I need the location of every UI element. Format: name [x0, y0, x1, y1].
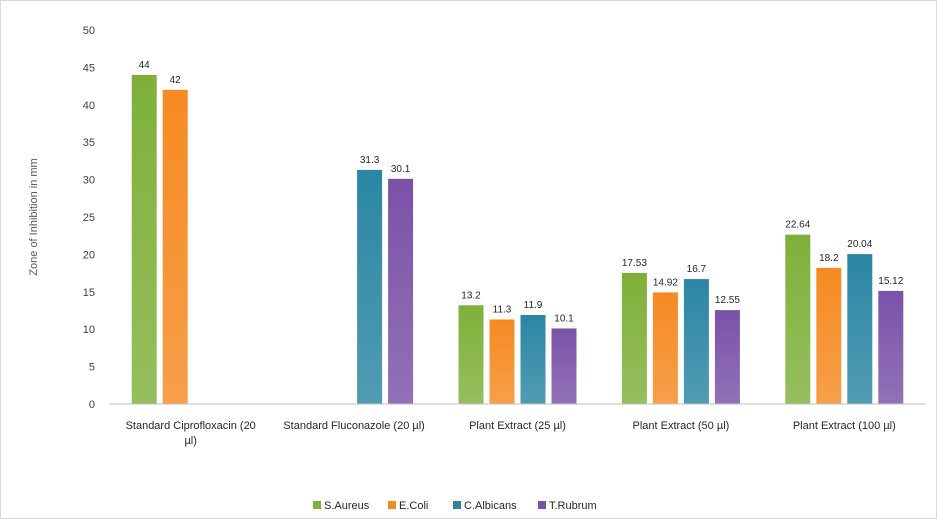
data-label: 20.04	[847, 239, 872, 250]
bar-s-aureus	[785, 234, 811, 404]
data-label: 11.3	[493, 304, 512, 315]
data-label: 12.55	[715, 295, 740, 306]
data-label: 31.3	[360, 155, 380, 166]
bar-e-coli	[489, 319, 515, 404]
bar-e-coli	[816, 267, 842, 404]
legend-swatch	[538, 501, 546, 509]
data-label: 44	[139, 60, 151, 71]
data-label: 17.53	[622, 258, 647, 269]
legend-swatch	[388, 501, 396, 509]
bar-s-aureus	[458, 305, 484, 404]
y-tick-label: 45	[83, 62, 95, 74]
data-label: 22.64	[785, 220, 810, 231]
data-label: 15.12	[878, 276, 903, 287]
data-label: 16.7	[687, 264, 707, 275]
category-label: µl)	[184, 435, 196, 447]
y-tick-label: 35	[83, 137, 95, 149]
category-label: Standard Fluconazole (20 µl)	[283, 420, 424, 432]
bar-t-rubrum	[878, 290, 904, 404]
data-label: 10.1	[554, 313, 574, 324]
legend-swatch	[313, 501, 321, 509]
bar-s-aureus	[131, 74, 157, 404]
y-tick-label: 15	[83, 287, 95, 299]
data-label: 30.1	[391, 164, 411, 175]
y-tick-label: 0	[89, 399, 95, 411]
legend-label: S.Aureus	[324, 500, 370, 512]
category-label: Plant Extract (100 µl)	[793, 420, 896, 432]
data-label: 14.92	[653, 277, 678, 288]
bar-e-coli	[162, 89, 188, 404]
y-tick-label: 10	[83, 324, 95, 336]
y-tick-label: 50	[83, 25, 95, 37]
bar-e-coli	[652, 292, 678, 404]
y-tick-label: 25	[83, 212, 95, 224]
bar-c-albicans	[683, 279, 709, 404]
data-label: 18.2	[819, 253, 839, 264]
bar-t-rubrum	[551, 328, 577, 404]
bar-t-rubrum	[714, 310, 740, 404]
bar-t-rubrum	[388, 178, 414, 404]
category-label: Plant Extract (50 µl)	[632, 420, 729, 432]
y-tick-label: 30	[83, 175, 95, 187]
legend-label: T.Rubrum	[549, 500, 597, 512]
bar-c-albicans	[520, 314, 546, 404]
data-label: 11.9	[524, 300, 543, 311]
category-label: Plant Extract (25 µl)	[469, 420, 566, 432]
data-label: 42	[170, 75, 182, 86]
legend-label: C.Albicans	[464, 500, 517, 512]
bar-s-aureus	[621, 272, 647, 404]
bar-c-albicans	[847, 254, 873, 404]
bar-c-albicans	[357, 169, 383, 404]
y-tick-label: 5	[89, 362, 95, 374]
legend-label: E.Coli	[399, 500, 428, 512]
category-label: Standard Ciprofloxacin (20	[126, 420, 256, 432]
y-tick-label: 20	[83, 249, 95, 261]
y-tick-label: 40	[83, 100, 95, 112]
data-label: 13.2	[461, 290, 481, 301]
y-axis-title: Zone of Inhibition in mm	[28, 158, 40, 275]
legend-swatch	[453, 501, 461, 509]
